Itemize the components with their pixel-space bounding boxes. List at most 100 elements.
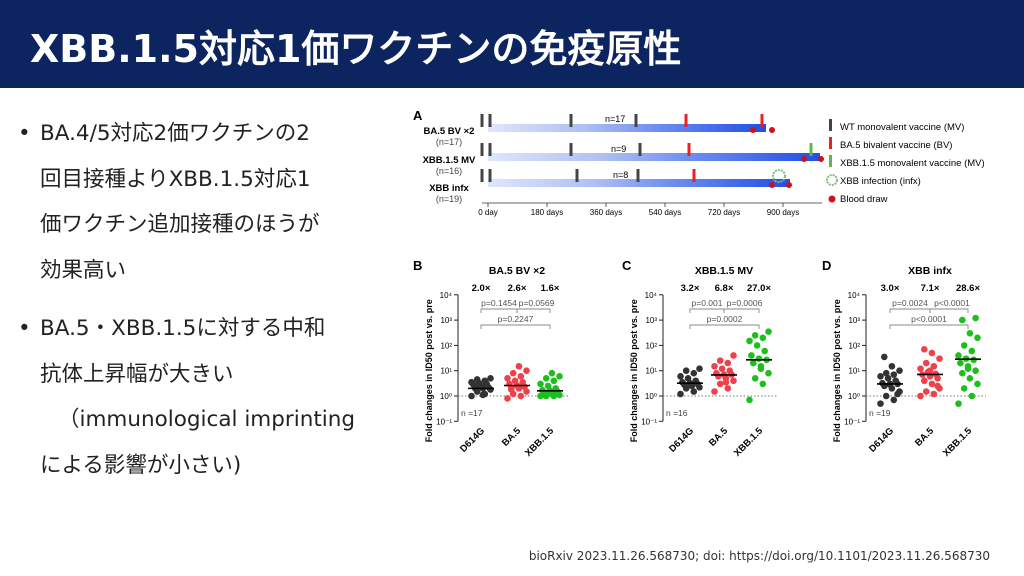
data-point [881, 353, 888, 361]
bullet-line: 回目接種よりXBB.1.5対応1 [40, 166, 311, 192]
blood-drop-icon [786, 182, 792, 188]
legend-item: XBB infection (infx) [840, 176, 921, 187]
y-tick-label: 10² [848, 341, 860, 350]
axis-tick-label: 180 days [531, 208, 563, 217]
infection-icon [772, 169, 786, 183]
syringe-icon [575, 169, 579, 182]
sample-size: n =17 [461, 408, 483, 418]
y-tick-label: 10⁰ [645, 392, 657, 401]
x-tick-label: D614G [867, 426, 896, 455]
bullet-line: による影響が小さい) [40, 452, 242, 478]
data-point [759, 334, 767, 342]
y-tick-label: 10⁻¹ [436, 417, 452, 426]
syringe-icon [488, 169, 492, 182]
legend-item: BA.5 bivalent vaccine (BV) [840, 140, 952, 151]
header-bar: XBB.1.5対応1価ワクチンの免疫原性 [0, 0, 1024, 88]
data-point [696, 365, 703, 372]
y-tick-label: 10⁴ [848, 291, 861, 300]
y-tick-label: 10³ [645, 316, 657, 325]
data-point [487, 375, 494, 382]
data-point [921, 346, 928, 353]
significance-bracket [516, 308, 551, 313]
y-axis-label: Fold changes in ID50 post vs. pre [629, 299, 639, 442]
data-point [682, 367, 690, 375]
bullet-line: BA.4/5対応2価ワクチンの2 [40, 121, 310, 146]
panel-title: XBB infx [908, 265, 952, 277]
data-point [960, 342, 968, 349]
data-point [765, 369, 772, 377]
y-tick-label: 10⁻¹ [641, 417, 657, 426]
significance-bracket [689, 308, 725, 313]
data-point [957, 359, 964, 367]
data-point [517, 392, 525, 400]
y-axis-label: Fold changes in ID50 post vs. pre [832, 299, 842, 442]
blood-drop-icon [769, 127, 775, 133]
data-point [542, 375, 550, 382]
data-point [716, 380, 724, 388]
fold-change-label: 2.6× [508, 283, 527, 294]
data-point [877, 373, 884, 380]
data-point [479, 391, 487, 399]
significance-bracket [889, 308, 931, 313]
blood-drop-icon [801, 156, 807, 162]
data-point [730, 352, 737, 359]
y-tick-label: 10⁰ [440, 392, 452, 401]
sample-size: n =16 [666, 408, 688, 418]
legend-item: XBB.1.5 monovalent vaccine (MV) [840, 158, 985, 169]
syringe-icon [480, 169, 484, 182]
fold-change-label: 28.6× [956, 283, 980, 294]
data-point [765, 328, 772, 335]
data-point [544, 382, 552, 390]
p-value: p<0.0001 [911, 314, 947, 324]
syringe-icon [480, 143, 484, 156]
blood-drop-icon [818, 156, 824, 162]
significance-bracket [480, 308, 518, 313]
row-n: (n=17) [436, 137, 462, 147]
syringe-icon [569, 114, 573, 127]
data-point [926, 367, 934, 375]
data-point [537, 380, 544, 388]
data-point [936, 355, 943, 362]
fold-change-label: 27.0× [747, 283, 771, 294]
data-point [550, 377, 558, 385]
row-count: n=17 [605, 114, 625, 124]
x-tick-label: BA.5 [913, 425, 937, 449]
wt-syringe-icon [829, 119, 832, 131]
data-point [966, 375, 974, 382]
significance-bracket [929, 308, 969, 313]
data-point [753, 342, 761, 349]
data-point [955, 400, 962, 407]
citation: bioRxiv 2023.11.26.568730; doi: https://… [528, 549, 990, 563]
bullet-marker: • [18, 316, 31, 341]
legend-item: WT monovalent vaccine (MV) [840, 122, 964, 133]
data-point [917, 365, 924, 372]
p-value: p=0.0569 [519, 298, 555, 308]
data-point [751, 332, 759, 339]
p-value: p=0.1454 [481, 298, 517, 308]
timeline-bar [488, 179, 790, 187]
y-tick-label: 10¹ [848, 367, 860, 376]
data-point [892, 377, 899, 385]
data-point [968, 392, 976, 400]
data-point [928, 380, 936, 388]
bullet-line: 抗体上昇幅が大きい [40, 361, 234, 387]
data-point [679, 378, 686, 386]
blood-drop-icon [769, 182, 775, 188]
data-point [960, 385, 968, 392]
x-tick-label: D614G [458, 426, 487, 455]
p-value: p=0.0006 [727, 298, 763, 308]
panel-label: B [413, 258, 422, 273]
data-point [761, 347, 768, 355]
data-point [757, 365, 765, 372]
bullet-line: 価ワクチン追加接種のほうが [40, 212, 320, 237]
data-point [888, 362, 896, 370]
data-point [716, 357, 724, 364]
fold-change-label: 1.6× [541, 283, 560, 294]
fold-change-label: 6.8× [715, 283, 734, 294]
blood-drop-icon [828, 195, 836, 203]
row-n: (n=16) [436, 166, 462, 176]
x-tick-label: D614G [667, 426, 696, 455]
data-point [509, 369, 517, 377]
